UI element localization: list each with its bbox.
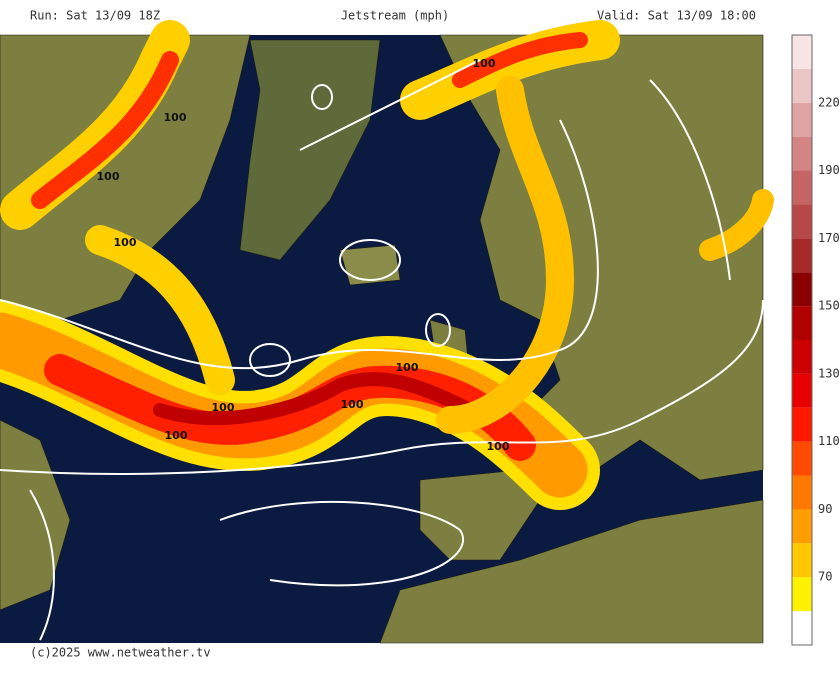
- colorbar-label: 90: [818, 502, 832, 516]
- colorbar-label: 220: [818, 95, 840, 109]
- colorbar-segment: [792, 441, 812, 476]
- colorbar-label: 170: [818, 231, 840, 245]
- contour-label: 100: [473, 57, 496, 70]
- chart-title: Jetstream (mph): [341, 9, 449, 23]
- colorbar-segment: [792, 102, 812, 137]
- contour-label: 100: [114, 236, 137, 249]
- footer: (c)2025 www.netweather.tv: [30, 646, 211, 660]
- run-label: Run: Sat 13/09 18Z: [30, 9, 160, 23]
- colorbar-segment: [792, 136, 812, 171]
- colorbar-label: 190: [818, 163, 840, 177]
- contour-label: 100: [396, 361, 419, 374]
- colorbar-segment: [792, 577, 812, 612]
- contour-label: 100: [165, 429, 188, 442]
- colorbar-frame: [791, 34, 813, 646]
- colorbar-segment: [792, 306, 812, 340]
- colorbar-label: 150: [818, 299, 840, 313]
- colorbar-segment: [792, 475, 812, 510]
- contour-label: 100: [212, 401, 235, 414]
- contour-label: 100: [341, 398, 364, 411]
- colorbar-segment: [792, 509, 812, 544]
- colorbar-segment: [792, 611, 812, 645]
- colorbar-segment: [792, 204, 812, 239]
- contour-label: 100: [164, 111, 187, 124]
- colorbar-segment: [792, 340, 812, 374]
- colorbar: 70 90 110 130 150 170 190 220: [792, 35, 840, 645]
- contour-label: 100: [97, 170, 120, 183]
- colorbar-label: 70: [818, 570, 832, 584]
- valid-label: Valid: Sat 13/09 18:00: [597, 9, 756, 23]
- colorbar-segment: [792, 543, 812, 578]
- map: 100 100 100 100 100 100 100 100 100: [0, 20, 774, 644]
- colorbar-label: 110: [818, 434, 840, 448]
- colorbar-segment: [792, 170, 812, 205]
- colorbar-segment: [792, 373, 812, 408]
- colorbar-segment: [792, 238, 812, 273]
- contour-label: 100: [487, 440, 510, 453]
- colorbar-segment: [792, 35, 812, 69]
- colorbar-label: 130: [818, 366, 840, 380]
- colorbar-segment: [792, 68, 812, 103]
- colorbar-segment: [792, 407, 812, 442]
- colorbar-segment: [792, 272, 812, 307]
